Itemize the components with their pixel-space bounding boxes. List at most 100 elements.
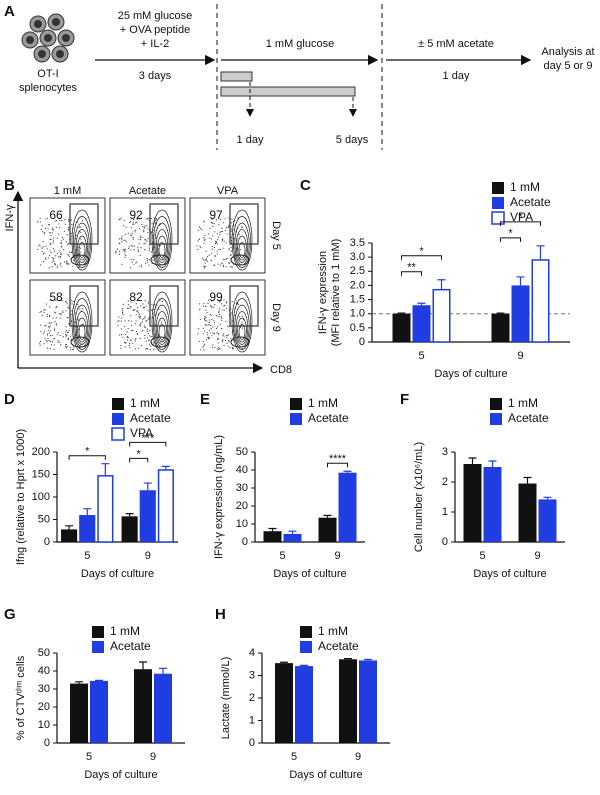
event-dot xyxy=(135,303,137,305)
contour xyxy=(150,336,170,348)
event-dot xyxy=(50,234,52,237)
event-dot xyxy=(67,263,69,265)
event-dot xyxy=(43,233,46,235)
event-dot xyxy=(203,267,205,269)
event-dot xyxy=(216,331,218,334)
event-dot xyxy=(203,259,205,261)
event-dot xyxy=(122,249,124,251)
event-dot xyxy=(62,336,64,338)
event-dot xyxy=(215,241,217,243)
event-dot xyxy=(43,309,45,311)
error-bar xyxy=(437,279,446,290)
event-dot xyxy=(126,335,129,338)
event-dot xyxy=(197,328,200,330)
event-dot xyxy=(65,241,68,243)
event-dot xyxy=(204,238,206,240)
event-dot xyxy=(121,263,123,265)
event-dot xyxy=(46,347,49,349)
gate xyxy=(149,285,179,327)
event-dot xyxy=(142,330,144,332)
significance-bracket xyxy=(129,441,167,447)
event-dot xyxy=(41,247,43,249)
event-dot xyxy=(66,262,68,265)
event-dot xyxy=(130,315,132,317)
bar xyxy=(511,285,530,342)
contour xyxy=(231,209,253,271)
event-dot xyxy=(79,344,81,346)
event-dot xyxy=(49,348,51,350)
event-dot xyxy=(139,235,142,237)
event-dot xyxy=(40,228,42,231)
y-tick-label: 1.5 xyxy=(350,293,365,305)
event-dot xyxy=(49,330,51,332)
x-axis-label: Days of culture xyxy=(289,769,362,781)
event-dot xyxy=(203,344,206,346)
event-dot xyxy=(136,261,138,263)
event-dot xyxy=(49,334,51,337)
bar xyxy=(121,516,138,542)
event-dot xyxy=(147,310,149,312)
contour xyxy=(230,254,250,266)
y-tick-label: 10 xyxy=(236,518,248,530)
event-dot xyxy=(152,237,154,239)
event-dot xyxy=(52,229,54,231)
event-dot xyxy=(143,307,145,309)
event-dot xyxy=(52,317,54,319)
event-dot xyxy=(198,226,201,228)
event-dot xyxy=(56,252,59,255)
event-dot xyxy=(45,258,47,260)
contour xyxy=(155,229,169,263)
contour xyxy=(70,336,90,348)
event-dot xyxy=(59,257,61,259)
event-dot xyxy=(210,332,212,334)
event-dot xyxy=(143,243,145,245)
contour xyxy=(230,336,250,348)
event-dot xyxy=(132,330,134,332)
event-dot xyxy=(230,337,232,339)
event-dot xyxy=(68,329,70,331)
event-dot xyxy=(212,225,214,228)
event-dot xyxy=(237,303,239,305)
significance-bracket xyxy=(500,221,541,226)
event-dot xyxy=(44,338,46,340)
event-dot xyxy=(58,223,60,225)
event-dot xyxy=(129,342,131,345)
event-dot xyxy=(137,249,140,251)
event-dot xyxy=(197,229,200,231)
column-label: Acetate xyxy=(129,185,166,197)
event-dot xyxy=(138,227,141,230)
event-dot xyxy=(57,341,59,343)
event-dot xyxy=(45,257,47,259)
row-label: Day 9 xyxy=(270,303,282,332)
y-axis-label: Cell number (x10⁶/mL) xyxy=(413,442,425,552)
event-dot xyxy=(50,238,52,241)
event-dot xyxy=(205,258,207,260)
error-bar xyxy=(288,530,297,534)
event-dot xyxy=(63,261,66,263)
event-dot xyxy=(202,340,204,343)
event-dot xyxy=(218,308,220,310)
event-dot xyxy=(209,228,211,230)
event-dot xyxy=(120,344,122,346)
event-dot xyxy=(144,300,146,302)
event-dot xyxy=(56,305,58,308)
event-dot xyxy=(141,266,143,268)
event-dot xyxy=(144,315,146,318)
event-dot xyxy=(134,229,136,231)
event-dot xyxy=(136,333,138,335)
event-dot xyxy=(44,325,46,327)
x-tick-label: 5 xyxy=(479,550,485,562)
event-dot xyxy=(141,225,144,228)
event-dot xyxy=(124,342,126,344)
step-text: 1 mM glucose xyxy=(266,38,334,50)
event-dot xyxy=(231,301,233,303)
bar xyxy=(339,659,357,743)
bar xyxy=(359,660,377,743)
event-dot xyxy=(119,242,121,244)
bar xyxy=(79,515,96,542)
event-dot xyxy=(148,264,150,266)
event-dot xyxy=(61,220,63,222)
y-tick-label: 3 xyxy=(442,446,448,458)
event-dot xyxy=(153,226,155,228)
event-dot xyxy=(60,262,62,264)
